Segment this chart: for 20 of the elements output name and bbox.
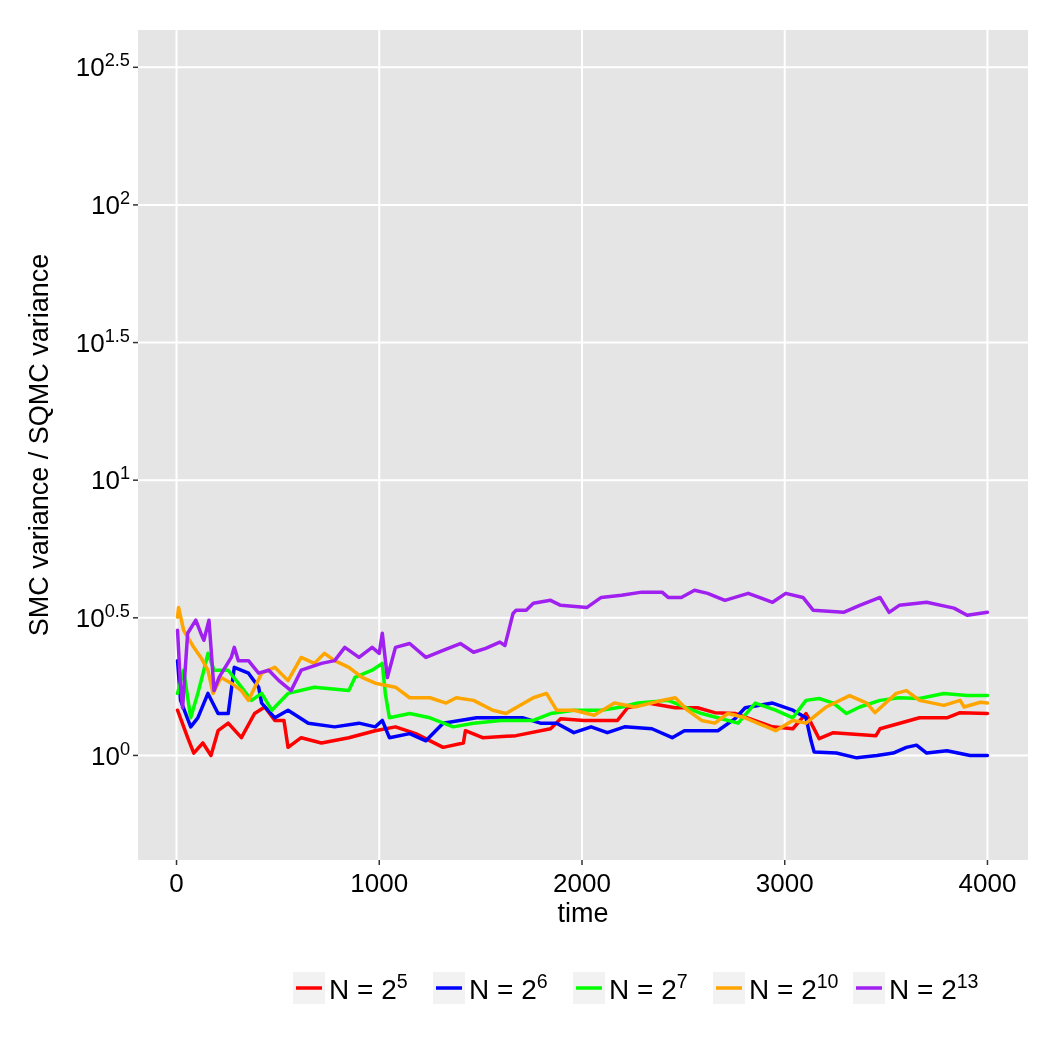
x-tick-label: 3000	[755, 868, 814, 898]
x-tick-label: 1000	[350, 868, 409, 898]
x-tick-label: 4000	[958, 868, 1017, 898]
legend-label: N = 2$^{13}$	[889, 970, 979, 1006]
y-tick-label: 10$^{2}$	[90, 188, 130, 221]
y-tick-label: 10$^{0}$	[90, 738, 130, 771]
legend-label: N = 2$^{10}$	[749, 970, 839, 1006]
y-tick-label: 10$^{0.5}$	[75, 600, 130, 633]
y-tick-label: 10$^{1.5}$	[75, 325, 130, 358]
y-tick-label: 10$^{2.5}$	[75, 50, 130, 83]
legend-label: N = 2$^{7}$	[609, 970, 688, 1006]
x-tick-label: 2000	[553, 868, 611, 898]
x-axis-title: time	[557, 898, 609, 928]
line-series	[175, 588, 990, 710]
y-tick-label: 10$^{1}$	[90, 463, 130, 496]
legend-label: N = 2$^{6}$	[469, 970, 548, 1006]
x-tick-label: 0	[169, 868, 184, 898]
y-axis-title: SMC variance / SQMC variance	[24, 253, 54, 637]
line-series	[175, 605, 990, 733]
legend-label: N = 2$^{5}$	[329, 970, 408, 1006]
